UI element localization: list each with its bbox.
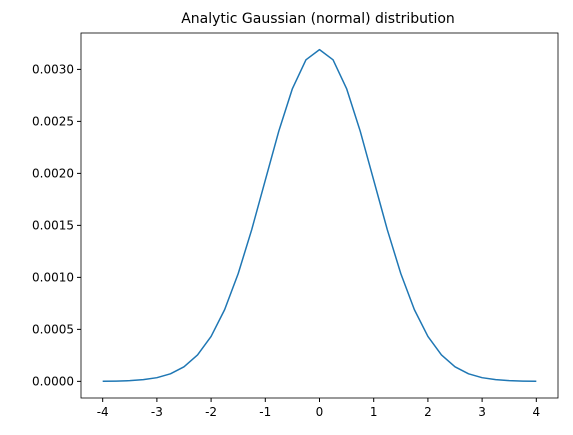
y-tick-label: 0.0010 [32,270,74,284]
axes-frame [80,32,559,399]
x-tick-label: 2 [424,405,432,419]
x-tick-label: -4 [97,405,109,419]
y-tick-label: 0.0025 [32,114,74,128]
y-tick-label: 0.0000 [32,374,74,388]
y-tick-label: 0.0015 [32,218,74,232]
y-tick-label: 0.0005 [32,322,74,336]
y-tick-label: 0.0020 [32,166,74,180]
y-tick-label: 0.0030 [32,62,74,76]
x-tick-label: 4 [532,405,540,419]
chart-title: Analytic Gaussian (normal) distribution [181,11,455,27]
x-tick-label: 1 [370,405,378,419]
line [102,48,537,382]
x-tick-label: -1 [259,405,271,419]
x-tick-label: 3 [478,405,486,419]
x-tick-label: -3 [151,405,163,419]
x-tick-label: -2 [205,405,217,419]
x-tick-label: 0 [316,405,324,419]
